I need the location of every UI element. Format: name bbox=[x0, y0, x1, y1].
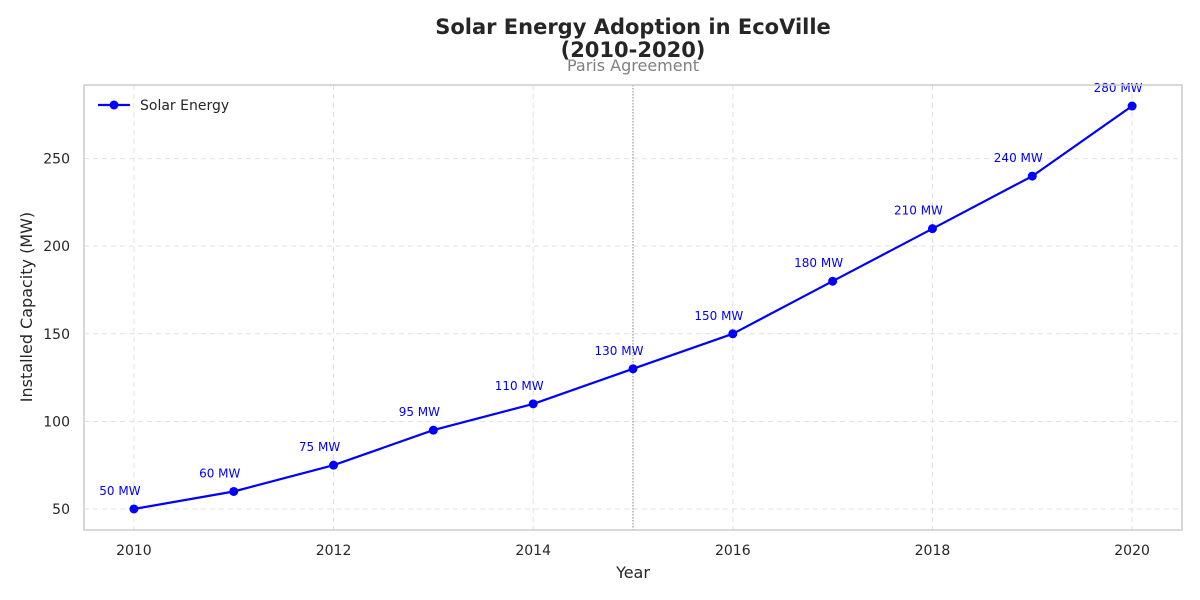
data-point-label: 110 MW bbox=[495, 379, 544, 393]
x-tick-label: 2012 bbox=[316, 543, 352, 559]
x-tick-label: 2010 bbox=[116, 543, 152, 559]
data-point-label: 60 MW bbox=[199, 466, 240, 480]
y-tick-label: 250 bbox=[43, 152, 70, 168]
x-tick-label: 2016 bbox=[715, 543, 751, 559]
x-axis-label: Year bbox=[615, 563, 650, 582]
data-point bbox=[728, 329, 737, 338]
data-point-label: 150 MW bbox=[694, 309, 743, 323]
data-point-label: 240 MW bbox=[994, 151, 1043, 165]
x-tick-label: 2014 bbox=[515, 543, 551, 559]
data-point bbox=[828, 277, 837, 286]
data-point-label: 180 MW bbox=[794, 256, 843, 270]
data-point bbox=[129, 504, 138, 513]
legend-label: Solar Energy bbox=[140, 98, 229, 114]
y-axis-label: Installed Capacity (MW) bbox=[17, 212, 36, 402]
y-tick-label: 50 bbox=[52, 502, 70, 518]
x-tick-label: 2018 bbox=[915, 543, 951, 559]
data-point bbox=[329, 461, 338, 470]
data-point bbox=[429, 426, 438, 435]
data-point-label: 130 MW bbox=[595, 344, 644, 358]
data-point-label: 50 MW bbox=[99, 484, 140, 498]
data-point-label: 210 MW bbox=[894, 204, 943, 218]
y-tick-label: 150 bbox=[43, 327, 70, 343]
paris-agreement-label: Paris Agreement bbox=[567, 56, 699, 75]
legend-marker bbox=[110, 101, 119, 110]
data-point-label: 75 MW bbox=[299, 440, 340, 454]
y-tick-label: 100 bbox=[43, 414, 70, 430]
data-point bbox=[629, 364, 638, 373]
data-point-label: 280 MW bbox=[1094, 81, 1143, 95]
data-point bbox=[1128, 102, 1137, 111]
data-point bbox=[1028, 172, 1037, 181]
data-point bbox=[928, 224, 937, 233]
data-point bbox=[229, 487, 238, 496]
y-tick-label: 200 bbox=[43, 239, 70, 255]
data-point-label: 95 MW bbox=[399, 405, 440, 419]
chart-title-line-1: Solar Energy Adoption in EcoVille bbox=[435, 15, 831, 39]
data-point bbox=[529, 399, 538, 408]
x-tick-label: 2020 bbox=[1114, 543, 1150, 559]
